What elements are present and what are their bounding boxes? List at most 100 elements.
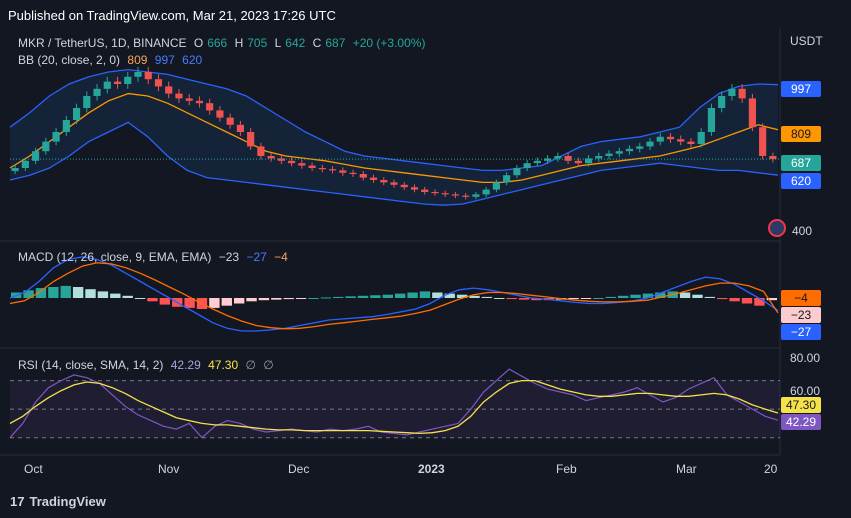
candle-body [339, 170, 347, 173]
macd-histogram-bar [159, 298, 171, 305]
candle-body [533, 160, 541, 164]
macd-histogram-bar [320, 297, 332, 299]
candle-body [687, 141, 695, 144]
candle-body [728, 88, 736, 96]
macd-histogram-bar [456, 294, 468, 298]
macd-histogram-bar [85, 289, 96, 298]
candle-body [318, 168, 326, 170]
open-value: 666 [207, 36, 228, 50]
macd-histogram-bar [605, 296, 616, 298]
macd-histogram-bar [370, 295, 381, 298]
macd-histogram-bar [518, 298, 530, 300]
rsi-legend[interactable]: RSI (14, close, SMA, 14, 2) 42.29 47.30 … [18, 358, 278, 372]
macd-histogram-bar [717, 298, 728, 300]
bb-lower-badge: 620 [781, 173, 821, 189]
rsi-sym-1: ∅ [245, 358, 256, 372]
bb-upper-value: 997 [154, 53, 175, 67]
candle-body [144, 72, 152, 80]
macd-histogram-bar [122, 295, 133, 298]
candle-body [52, 132, 60, 142]
candle-body [226, 117, 234, 125]
rsi-value-badge: 42.29 [781, 414, 821, 430]
x-tick-2023: 2023 [418, 462, 445, 476]
tradingview-brand[interactable]: 17 TradingView [10, 494, 106, 509]
candle-body [595, 156, 603, 159]
macd-histogram-bar [258, 298, 270, 301]
macd-signal-badge: −27 [781, 324, 821, 340]
macd-histogram-bar [593, 298, 604, 299]
high-label: H [234, 36, 244, 50]
candle-body [738, 88, 746, 99]
macd-histogram-bar [35, 288, 47, 298]
candle-body [247, 132, 255, 147]
candle-body [83, 96, 91, 108]
candle-body [277, 158, 285, 161]
candle-body [523, 163, 531, 168]
candle-body [206, 103, 214, 111]
candle-body [369, 177, 378, 180]
bb-legend[interactable]: BB (20, close, 2, 0) 809 997 620 [18, 53, 206, 67]
candle-body [154, 79, 163, 87]
published-caption: Published on TradingView.com, Mar 21, 20… [8, 8, 336, 23]
bb-lower-line [9, 121, 779, 206]
macd-histogram-bar [345, 296, 356, 298]
candle-body [11, 168, 19, 172]
macd-histogram-bar [481, 296, 493, 298]
macd-histogram-bar [432, 292, 443, 298]
macd-histogram-bar [308, 298, 319, 299]
candle-body [462, 195, 470, 197]
macd-histogram-bar [568, 298, 579, 300]
candle-body [32, 151, 40, 161]
macd-histogram-bar [246, 298, 257, 302]
candle-body [410, 187, 419, 190]
low-value: 642 [285, 36, 306, 50]
candle-body [359, 174, 367, 178]
candle-body [72, 108, 81, 120]
rsi-ma-line [9, 379, 779, 435]
candle-body [124, 76, 132, 84]
macd-histogram-bar [295, 298, 307, 299]
close-label: C [312, 36, 322, 50]
macd-signal-value: −27 [246, 250, 267, 264]
macd-signal-line [9, 262, 779, 330]
macd-histogram-bar [766, 298, 777, 301]
macd-histogram-bar [184, 298, 195, 308]
macd-histogram-bar [271, 298, 282, 300]
candle-body [625, 148, 634, 152]
macd-value-badge: −23 [781, 307, 821, 323]
candle-body [677, 139, 685, 142]
macd-histogram-bar [692, 294, 703, 298]
macd-histogram-bar [531, 298, 542, 301]
symbol-label[interactable]: MKR / TetherUS, 1D, BINANCE [18, 36, 187, 50]
candle-body [380, 180, 388, 183]
candle-body [195, 100, 204, 104]
candle-body [759, 127, 767, 156]
macd-histogram-bar [60, 285, 71, 298]
candle-body [175, 93, 183, 99]
macd-histogram-bar [679, 292, 691, 298]
candle-body [564, 156, 572, 161]
macd-histogram-bar [382, 294, 393, 298]
candle-body [666, 136, 675, 140]
us-flag-icon[interactable] [768, 219, 786, 237]
close-price-badge: 687 [781, 155, 821, 171]
candle-body [185, 98, 193, 101]
macd-histogram-bar [407, 292, 418, 298]
candle-body [748, 98, 756, 128]
candle-body [584, 158, 593, 164]
candle-body [93, 88, 101, 96]
macd-histogram-bar [580, 298, 592, 299]
candle-body [349, 172, 357, 174]
macd-histogram-bar [655, 292, 666, 298]
bb-label: BB (20, close, 2, 0) [18, 53, 121, 67]
macd-histogram-bar [134, 298, 146, 299]
macd-legend[interactable]: MACD (12, 26, close, 9, EMA, EMA) −23 −2… [18, 250, 292, 264]
macd-histogram-bar [617, 295, 629, 298]
macd-histogram-bar [419, 291, 431, 298]
candle-body [113, 81, 122, 84]
macd-histogram-bar [444, 293, 455, 298]
candle-body [390, 182, 398, 185]
candle-body [308, 165, 316, 168]
